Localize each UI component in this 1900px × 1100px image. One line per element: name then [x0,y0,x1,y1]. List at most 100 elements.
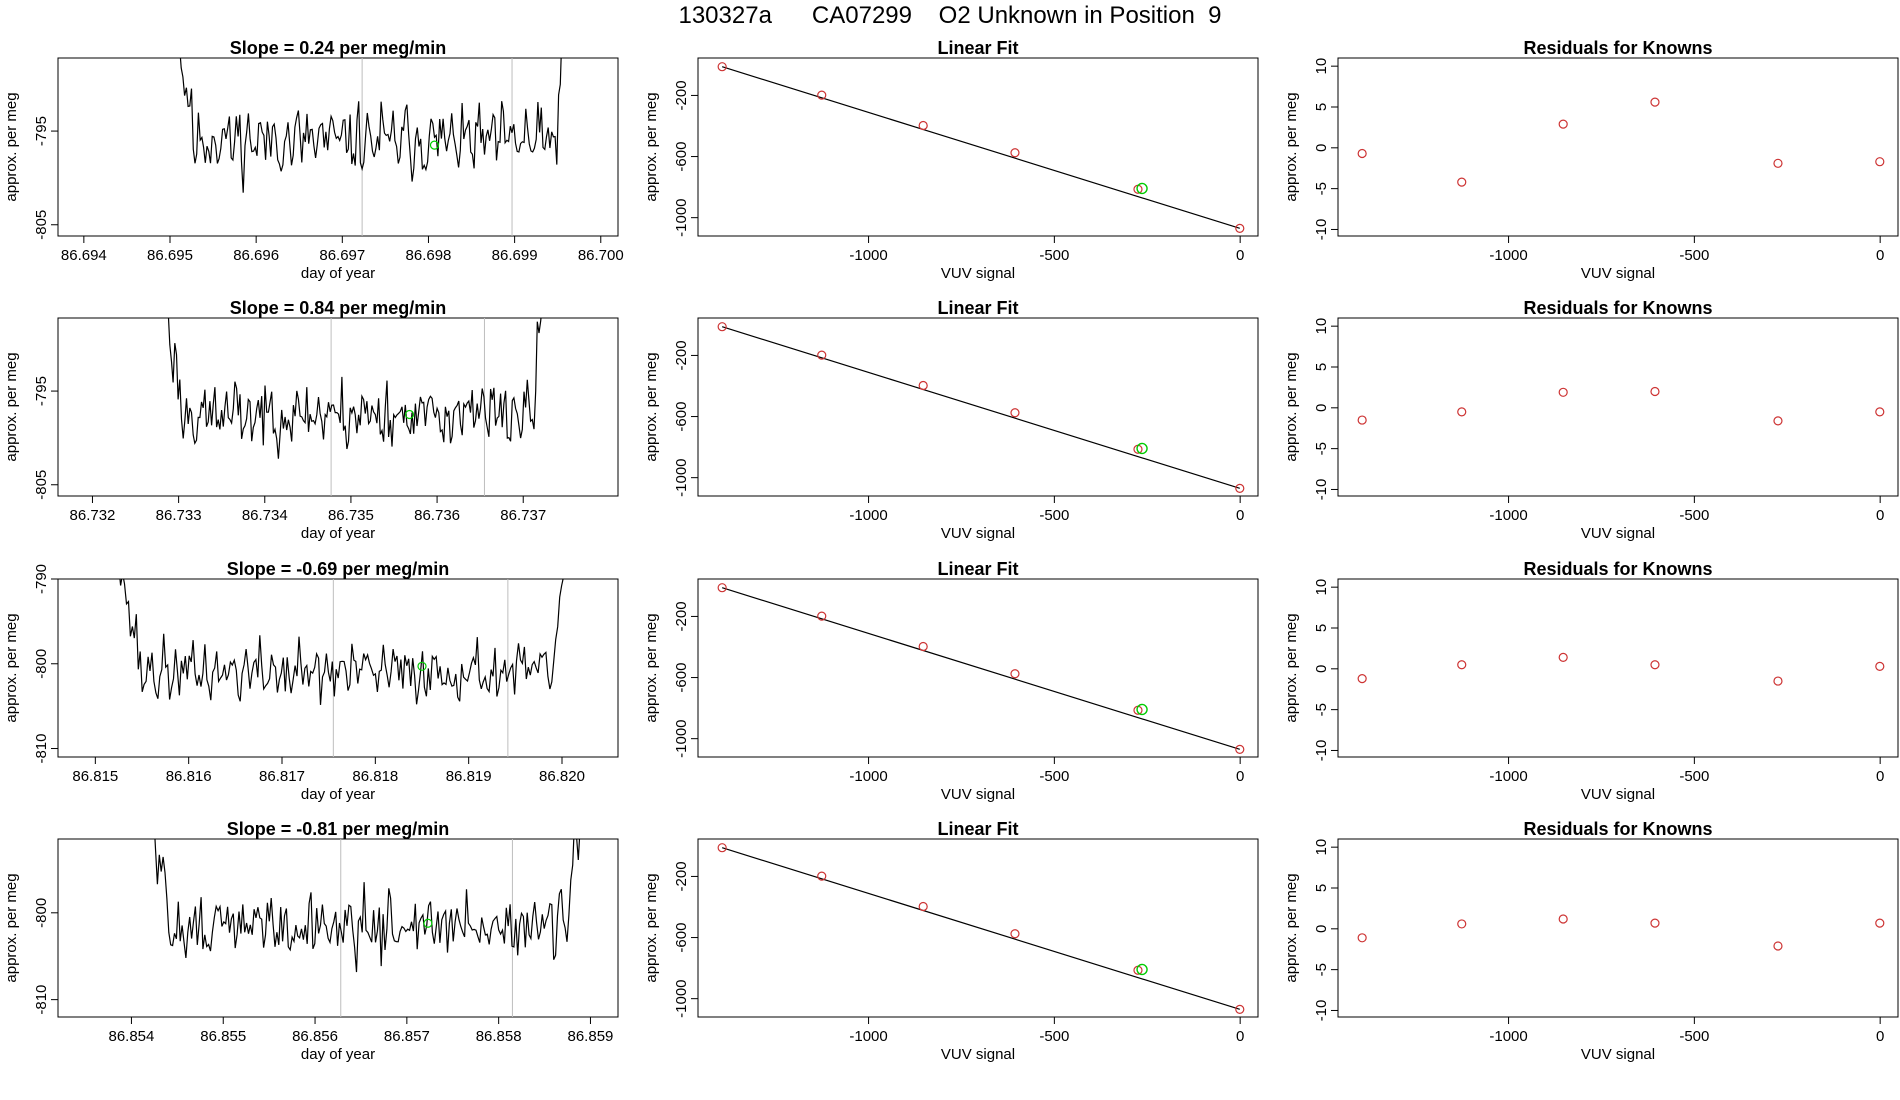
y-tick-label: -5 [1313,703,1330,716]
known-point [1650,918,1660,928]
plot-frame [1337,578,1899,758]
x-tick-label: 86.696 [233,247,279,264]
plot-frame [1337,57,1899,237]
panel-1-1: Slope = 0.24 per meg/min 86.694 86.695 86.6… [3,38,624,282]
panel-title: Slope = 0.24 per meg/min [230,38,447,58]
panel-title: Linear Fit [937,298,1018,318]
unknown-point [404,409,415,420]
plot-area [717,843,1245,1014]
known-point [1235,483,1245,493]
panel-title: Linear Fit [937,559,1018,579]
panel-title: Linear Fit [937,38,1018,58]
y-axis-label: approx. per meg [1283,613,1300,722]
known-point [1558,914,1568,924]
y-tick-label: 10 [1313,579,1330,596]
unknown-point [423,918,433,928]
plot-area [1357,914,1885,951]
unknown-point [429,140,440,150]
x-tick-label: -500 [1679,768,1709,785]
x-tick-label: 86.856 [292,1028,338,1045]
x-tick-label: -1000 [849,507,887,524]
panel-title: Residuals for Knowns [1523,38,1712,58]
x-tick-label: 86.699 [492,247,538,264]
x-tick-label: 86.817 [259,768,305,785]
known-point [817,350,827,360]
panel-1-2: Linear Fit -1000 -500 0 -200 -600 -1000 VUV sig… [643,38,1259,282]
fit-line [721,847,1240,1010]
plot-area [167,318,542,496]
y-tick-label: -10 [1313,479,1330,501]
known-point [1457,177,1467,187]
x-tick-label: 86.818 [352,768,398,785]
x-tick-label: 0 [1236,1028,1244,1045]
panel-1-3: Residuals for Knowns -1000 -500 0 10 5 0 -5 -10 V… [1283,38,1899,282]
y-axis-label: approx. per meg [3,873,20,982]
x-tick-label: 86.698 [406,247,452,264]
x-axis-label: VUV signal [1581,525,1655,542]
x-axis-label: day of year [301,265,375,282]
y-axis-label: approx. per meg [3,613,20,722]
y-tick-label: -10 [1313,219,1330,241]
panel-4-3: Residuals for Knowns -1000 -500 0 10 5 0 -5 -10 V… [1283,819,1899,1063]
x-tick-label: 86.732 [70,507,116,524]
signal-trace [154,839,581,973]
y-axis-label: approx. per meg [3,92,20,201]
x-tick-label: 86.737 [500,507,546,524]
known-point [1558,652,1568,662]
y-tick-label: -200 [673,80,690,110]
known-point [1650,386,1660,397]
x-tick-label: -500 [1679,1028,1709,1045]
known-point [1010,669,1020,679]
y-axis-label: approx. per meg [3,352,20,461]
panel-3-1: Slope = -0.69 per meg/min 86.815 86.816 86.… [3,559,619,803]
known-point [918,901,928,912]
known-point [717,62,727,72]
y-tick-label: -1000 [673,198,690,236]
plot-area [179,58,562,236]
signal-trace [179,58,562,193]
x-tick-label: 86.733 [156,507,202,524]
known-point [918,120,928,131]
known-point [1010,408,1020,418]
y-tick-label: -5 [1313,963,1330,976]
x-tick-label: -500 [1039,1028,1069,1045]
y-tick-label: -800 [33,898,50,928]
y-tick-label: 5 [1313,884,1330,892]
fit-line [721,587,1240,750]
plot-area [1357,97,1885,187]
x-tick-label: 0 [1876,247,1884,264]
x-tick-label: -1000 [1489,1028,1527,1045]
known-point [1010,929,1020,939]
plot-area [119,579,564,757]
y-tick-label: 5 [1313,103,1330,111]
known-point [1875,407,1885,417]
x-tick-label: -1000 [849,247,887,264]
x-tick-label: 86.736 [414,507,460,524]
y-tick-label: 10 [1313,58,1330,75]
unknown-point [417,661,427,671]
known-point [1773,416,1783,426]
known-point [1875,918,1885,928]
x-tick-label: -500 [1039,247,1069,264]
known-point [1457,919,1467,929]
x-axis-label: day of year [301,525,375,542]
x-tick-label: 86.859 [568,1028,614,1045]
x-tick-label: -500 [1039,768,1069,785]
known-point [1357,933,1367,943]
y-tick-label: -200 [673,861,690,891]
known-point [1558,119,1568,129]
x-tick-label: -500 [1679,247,1709,264]
known-point [1457,660,1467,670]
panel-title: Slope = -0.69 per meg/min [227,559,450,579]
y-tick-label: -600 [673,402,690,432]
known-point [817,611,827,621]
y-tick-label: 0 [1313,404,1330,412]
y-tick-label: -790 [33,564,50,594]
known-point [1457,407,1467,417]
y-tick-label: -600 [673,923,690,953]
y-tick-label: -10 [1313,740,1330,762]
y-axis-label: approx. per meg [1283,352,1300,461]
y-axis-label: approx. per meg [643,873,660,982]
x-axis-label: day of year [301,1046,375,1063]
